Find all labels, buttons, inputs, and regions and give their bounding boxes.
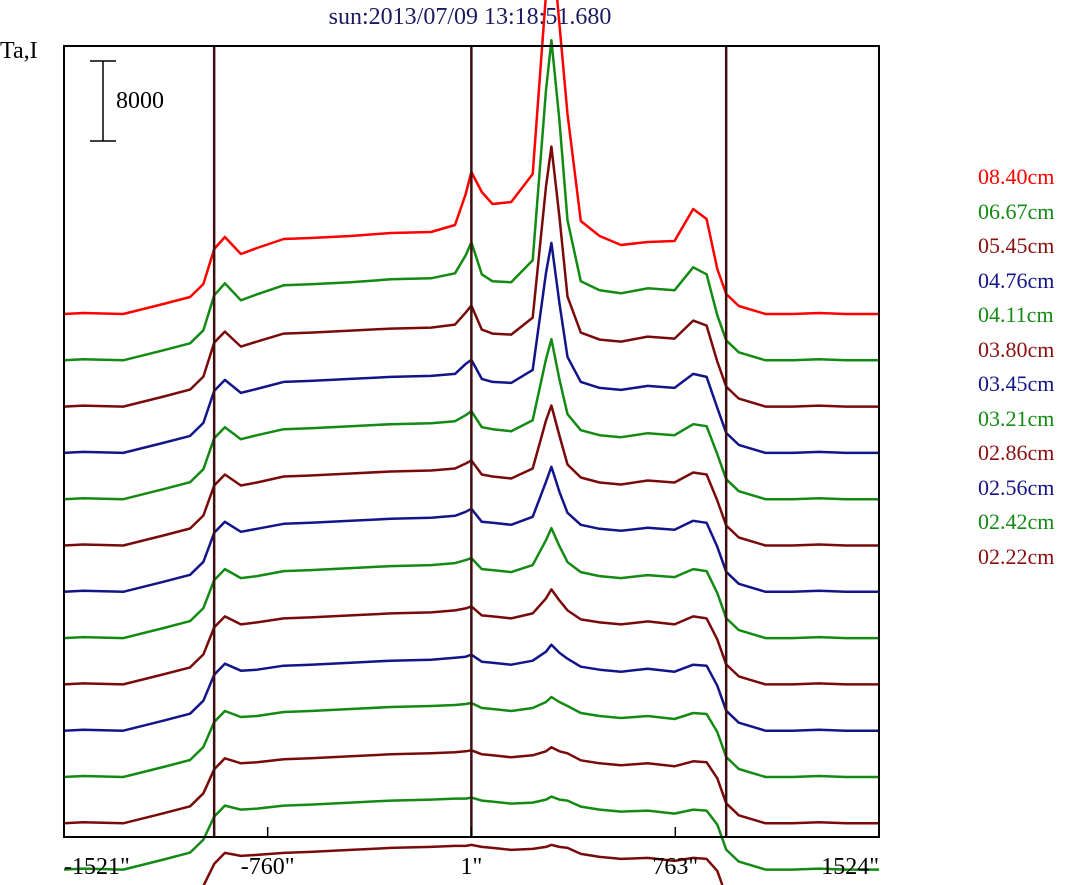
trace-line (202, 843, 724, 885)
trace-line (63, 404, 879, 547)
legend-item: 02.22cm (978, 543, 1055, 569)
x-ticks: -1521" -760" 1" 763" 1524" (63, 827, 880, 880)
legend-item: 02.42cm (978, 509, 1055, 534)
scale-bar-label: 8000 (116, 88, 164, 114)
x-tick-label: -760" (241, 854, 295, 880)
legend-item: 02.86cm (978, 440, 1055, 465)
y-axis-label: Ta,I (0, 38, 38, 64)
trace-line (63, 241, 879, 455)
chart-title: sun:2013/07/09 13:18:51.680 (328, 4, 612, 30)
legend-item: 03.80cm (978, 336, 1055, 362)
x-tick-label: -1521" (64, 854, 130, 880)
trace-line (63, 526, 879, 640)
legend-item: 05.45cm (978, 233, 1055, 258)
trace-group (63, 0, 879, 885)
trace-line (63, 465, 879, 594)
legend-item: 02.56cm (978, 474, 1055, 500)
legend-item: 03.21cm (978, 405, 1055, 431)
legend-item: 06.67cm (978, 198, 1055, 224)
x-tick-label: 1524" (821, 854, 879, 880)
trace-line (63, 643, 879, 732)
legend-item: 04.11cm (978, 302, 1054, 327)
trace-line (63, 795, 879, 871)
trace-line (63, 588, 879, 686)
scale-bar: 8000 (90, 60, 164, 142)
trace-line (63, 0, 879, 316)
x-tick-label: 1" (460, 854, 482, 880)
trace-line (63, 746, 879, 825)
trace-line (63, 39, 879, 362)
legend-item: 04.76cm (978, 267, 1055, 293)
legend-item: 03.45cm (978, 371, 1055, 396)
x-tick-label: 763" (652, 854, 698, 880)
trace-line (63, 695, 879, 779)
trace-line (63, 337, 879, 501)
trace-line (63, 145, 879, 408)
marker-lines (212, 46, 728, 837)
legend-item: 08.40cm (978, 164, 1055, 189)
